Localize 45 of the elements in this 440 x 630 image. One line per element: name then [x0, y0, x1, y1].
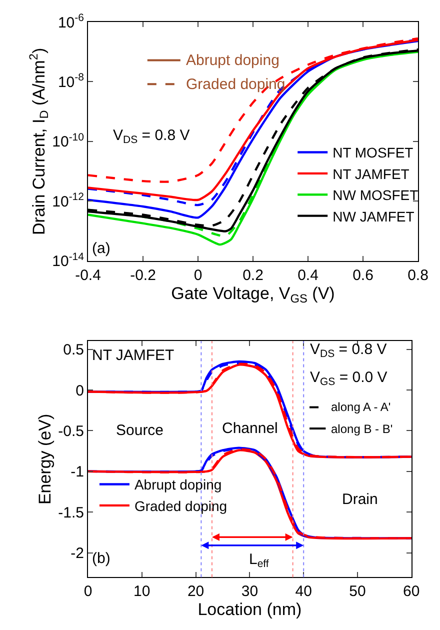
- x-tick-label: 0: [194, 266, 202, 284]
- annotation: Abrupt doping: [186, 52, 280, 69]
- y-tick-label: 0.5: [63, 342, 84, 359]
- annotation: L$_{eff}$: [249, 551, 269, 570]
- annotation: along A - A': [331, 400, 391, 414]
- annotation: Channel: [222, 420, 278, 437]
- legend-label: Graded doping: [134, 498, 228, 514]
- y-tick-label: 10$^{-12}$: [52, 191, 84, 210]
- y-tick-label: -0.5: [58, 422, 84, 440]
- legend-label: NW MOSFET: [332, 187, 419, 204]
- x-axis-title: Gate Voltage, V$_{GS}$ (V): [171, 284, 335, 306]
- x-tick-label: 50: [349, 583, 366, 600]
- x-tick-label: 0.8: [408, 266, 428, 284]
- annotation: (b): [92, 550, 110, 567]
- x-tick-label: 10: [134, 583, 150, 600]
- x-tick-label: 0.6: [352, 266, 374, 284]
- legend-label: NW JAMFET: [332, 208, 415, 224]
- annotation: Drain: [342, 491, 378, 508]
- legend-label: NT JAMFET: [332, 166, 410, 182]
- x-tick-label: 60: [403, 583, 420, 600]
- y-axis-title: Energy (eV): [36, 414, 55, 505]
- y-tick-label: 10$^{-8}$: [58, 72, 84, 91]
- y-tick-label: 10$^{-10}$: [52, 131, 84, 151]
- x-tick-label: 30: [241, 583, 258, 600]
- legend-label: NT MOSFET: [332, 144, 414, 161]
- annotation: V$_{DS}$ = 0.8 V: [113, 127, 190, 146]
- annotation: Graded doping: [186, 76, 286, 93]
- annotation: V$_{DS}$ = 0.8 V: [310, 341, 387, 360]
- x-tick-label: 0.2: [242, 266, 264, 284]
- annotation: along B - B': [331, 422, 393, 436]
- x-tick-label: 20: [187, 583, 204, 600]
- y-tick-label: 0: [76, 382, 84, 400]
- y-tick-label: -1: [70, 464, 84, 481]
- y-tick-label: -1.5: [58, 504, 84, 522]
- annotation: V$_{GS}$ = 0.0 V: [310, 369, 388, 388]
- y-tick-label: 10$^{-6}$: [58, 12, 84, 32]
- y-tick-label: -2: [70, 545, 84, 562]
- x-axis-title: Location (nm): [198, 600, 302, 620]
- x-tick-label: 40: [295, 583, 312, 600]
- annotation: Source: [116, 422, 164, 439]
- x-tick-label: 0.4: [298, 266, 318, 284]
- annotation: NT JAMFET: [92, 347, 174, 364]
- annotation: (a): [92, 240, 110, 257]
- x-tick-label: -0.2: [130, 266, 156, 284]
- legend-label: Abrupt doping: [134, 476, 222, 493]
